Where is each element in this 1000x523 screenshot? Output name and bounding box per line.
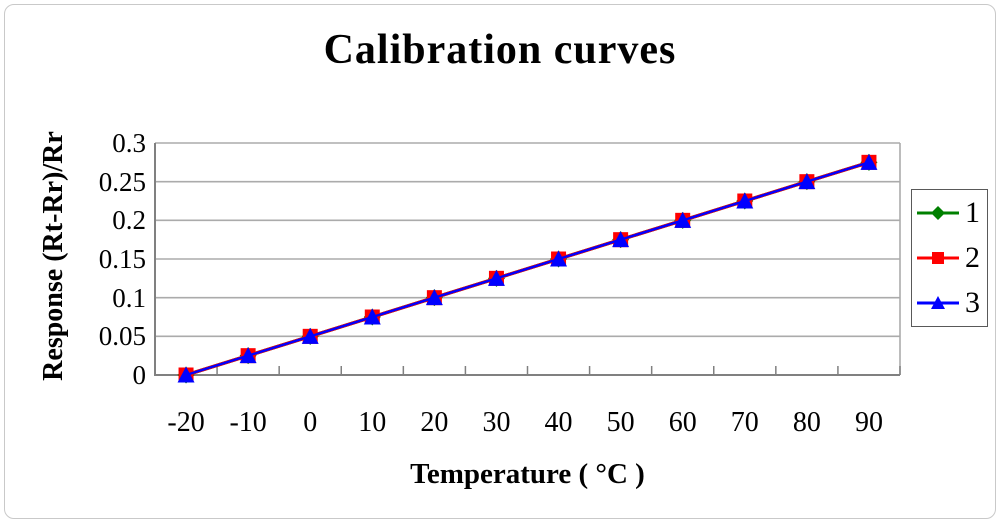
x-tick-label-20: 20: [420, 407, 449, 438]
legend-triangle-icon: [917, 296, 959, 310]
legend-diamond-icon: [917, 205, 959, 220]
legend-item-1: 1: [912, 195, 987, 229]
legend-label: 2: [965, 240, 980, 274]
series-3: [177, 153, 878, 383]
y-tick-label-0.2: 0.2: [112, 205, 146, 236]
legend-item-2: 2: [912, 240, 987, 274]
legend: 1 2 3: [911, 189, 988, 327]
x-axis-title: Temperature ( °C ): [410, 458, 645, 490]
legend-item-3: 3: [912, 288, 987, 318]
y-tick-label-0.1: 0.1: [112, 282, 146, 313]
x-tick-label--20: -20: [167, 407, 205, 438]
x-tick-label-60: 60: [668, 407, 697, 438]
y-tick-label-0.05: 0.05: [98, 321, 146, 352]
y-tick-label-0: 0: [132, 360, 147, 390]
x-tick-label-30: 30: [482, 407, 511, 438]
x-tick-label-40: 40: [544, 407, 573, 438]
x-tick-label-80: 80: [792, 407, 821, 438]
x-tick-label-0: 0: [303, 407, 318, 438]
series-line-3: [185, 161, 870, 377]
legend-label: 3: [965, 286, 980, 320]
legend-label: 1: [965, 195, 980, 229]
x-tick-label-10: 10: [358, 407, 387, 438]
chart-title: Calibration curves: [323, 27, 677, 73]
x-tick-label--10: -10: [229, 407, 267, 438]
x-tick-label-90: 90: [854, 407, 883, 438]
x-tick-label-50: 50: [606, 407, 635, 438]
x-tick-label-70: 70: [730, 407, 759, 438]
legend-square-icon: [917, 251, 959, 264]
y-tick-label-0.15: 0.15: [98, 244, 146, 274]
y-tick-label-0.25: 0.25: [98, 166, 146, 197]
y-tick-label-0.3: 0.3: [112, 128, 146, 158]
